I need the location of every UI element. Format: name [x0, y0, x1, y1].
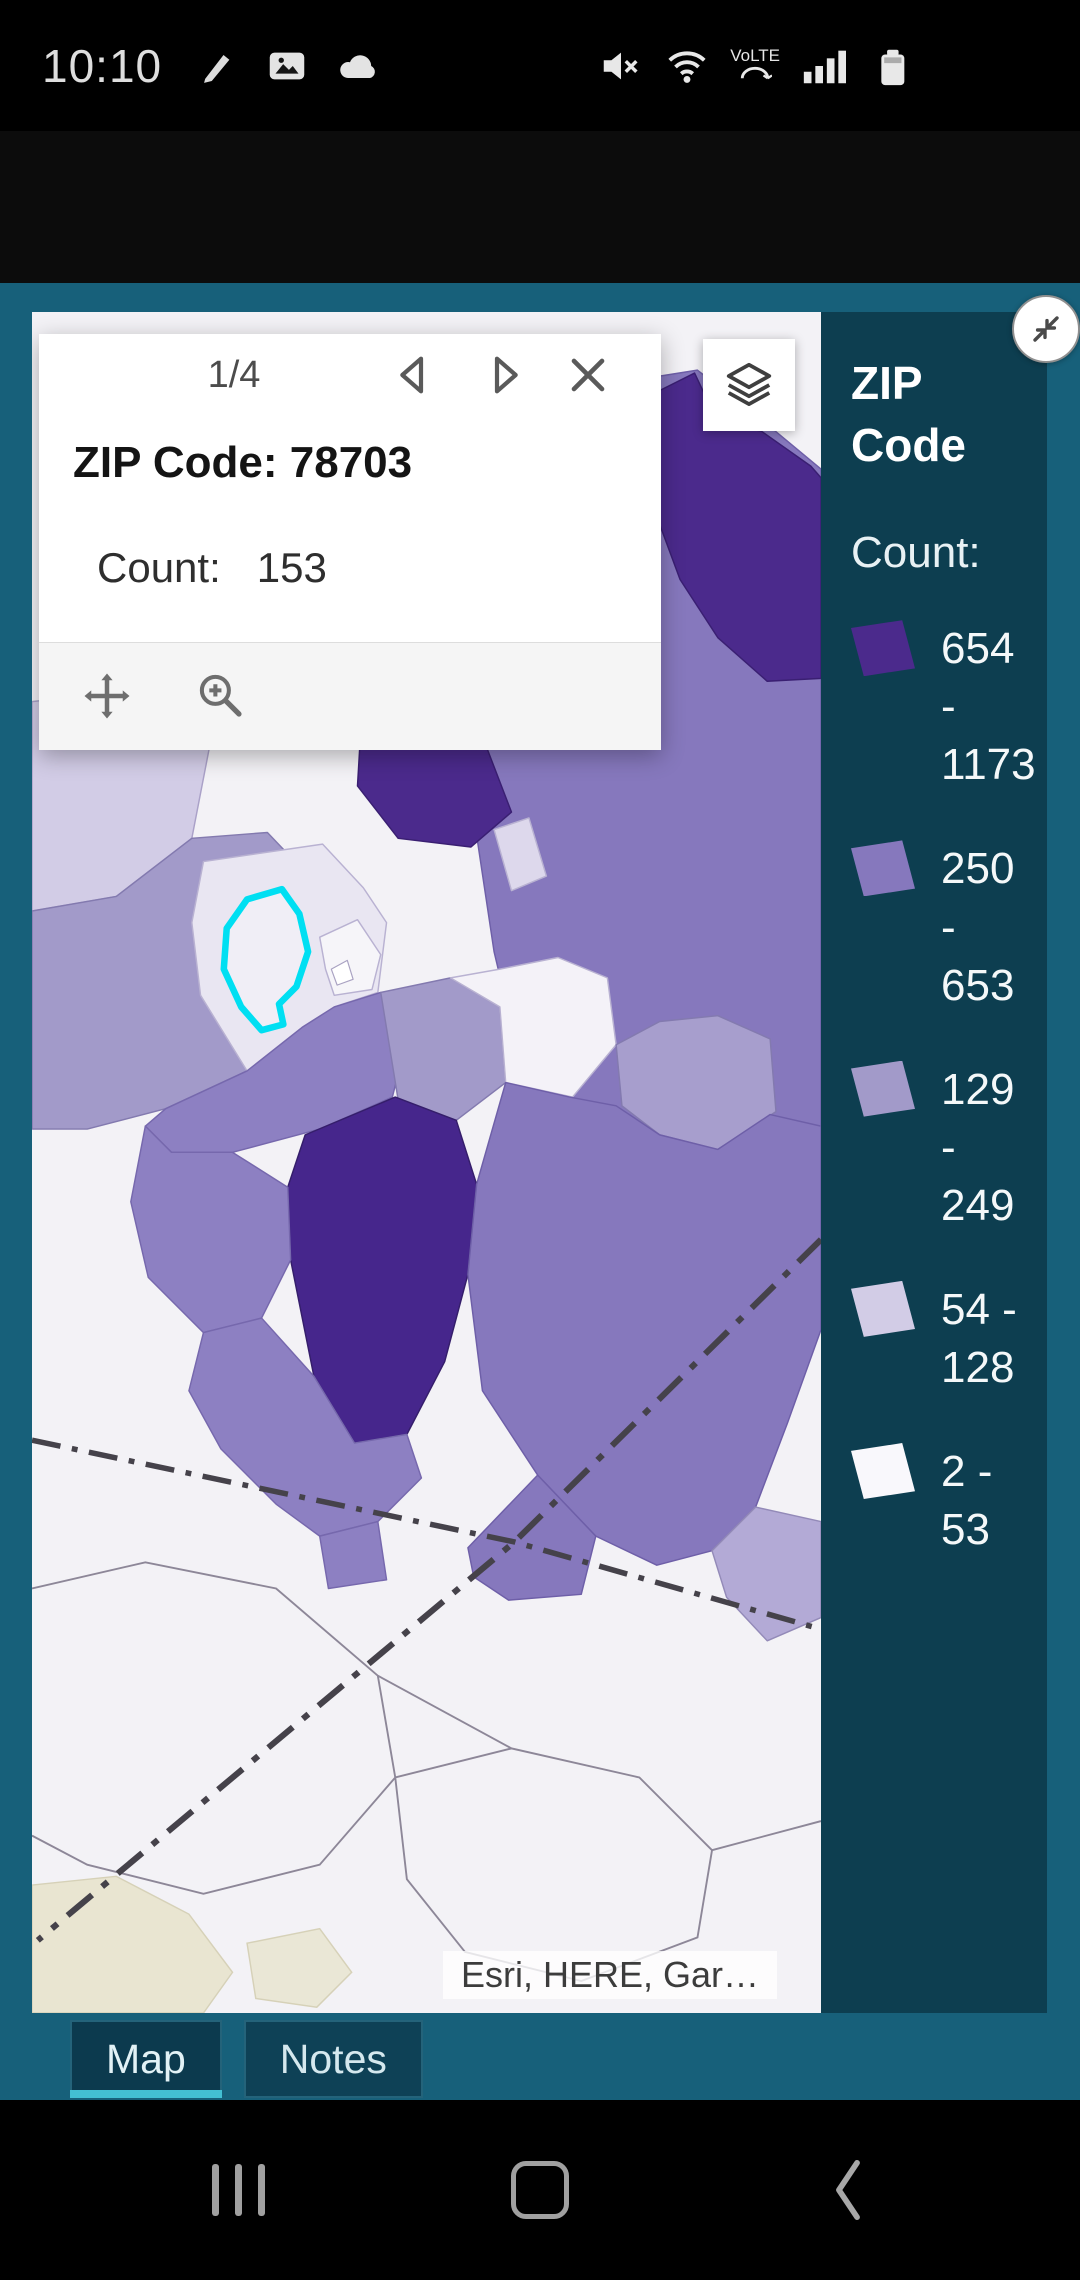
next-arrow-icon [494, 356, 518, 394]
popup-count-row: Count: 153 [97, 544, 661, 592]
selected-zip-polygon[interactable] [220, 885, 312, 1034]
legend-field-label: Count: [851, 528, 981, 578]
legend-panel: ZIP Code Count: 654 - 1173 250 - 653 129… [821, 312, 1047, 2013]
previous-feature-button[interactable] [386, 347, 442, 403]
legend-row: 54 - 128 [851, 1280, 1029, 1397]
web-content: Esri, HERE, Gar… 1/4 [0, 283, 1080, 2100]
popup-pager: 1/4 [207, 354, 261, 396]
zip-polygon [493, 817, 548, 892]
zoom-to-feature-button[interactable] [193, 669, 249, 725]
legend-swatch [851, 1060, 915, 1117]
status-bar: 10:10 VoLTE [0, 0, 1080, 131]
gallery-icon [269, 52, 305, 79]
stylus-icon [204, 54, 230, 83]
notification-icons [196, 42, 382, 90]
cloud-icon [340, 54, 375, 78]
tab-notes-label: Notes [279, 2035, 387, 2082]
zip-polygon [467, 1081, 821, 1566]
count-label: Count: [97, 544, 221, 591]
zip-polygon [615, 1014, 777, 1151]
zip-polygon [711, 1506, 821, 1642]
layers-button[interactable] [703, 339, 795, 431]
popup-close-icon[interactable] [560, 347, 616, 403]
legend-swatch [851, 1443, 915, 1500]
mute-icon [603, 52, 638, 79]
legend-swatch [851, 840, 915, 897]
tab-notes[interactable]: Notes [243, 2020, 423, 2098]
wifi-icon [668, 50, 706, 83]
signal-icon [803, 50, 846, 83]
legend-label: 54 - 128 [941, 1284, 1017, 1392]
legend-row: 654 - 1173 [851, 620, 1036, 794]
legend-row: 2 - 53 [851, 1443, 1029, 1559]
map-attribution: Esri, HERE, Gar… [443, 1951, 778, 1999]
popup-body: ZIP Code: 78703 Count: 153 [39, 438, 661, 642]
zip-polygon [188, 1317, 423, 1537]
layers-icon [726, 362, 772, 407]
legend-swatch [851, 620, 915, 677]
tab-map[interactable]: Map [70, 2020, 222, 2098]
collapse-icon [1033, 316, 1059, 342]
recents-icon [211, 2164, 265, 2216]
home-button[interactable] [480, 2100, 600, 2280]
legend-label: 250 - 653 [941, 844, 1015, 1010]
legend-label: 129 - 249 [941, 1064, 1015, 1230]
park-areas [32, 1875, 353, 2013]
back-icon [836, 2159, 860, 2221]
legend-title: ZIP Code [851, 357, 966, 472]
county-boundaries [32, 1561, 821, 1983]
tab-bar: Map Notes [70, 2020, 423, 2098]
clock: 10:10 [42, 39, 163, 92]
zoom-in-icon [199, 674, 242, 717]
battery-icon [881, 49, 905, 85]
active-tab-underline [70, 2090, 222, 2098]
legend-row: 250 - 653 [851, 840, 1029, 1014]
android-nav-bar [0, 2100, 1080, 2280]
pan-icon [84, 673, 130, 718]
legend-swatch [851, 1280, 915, 1337]
popup-title: ZIP Code: 78703 [73, 438, 413, 487]
pan-to-feature-button[interactable] [79, 669, 135, 725]
home-icon [511, 2161, 569, 2219]
feature-popup: 1/4 ZIP Code: 78703 Count: 153 [39, 334, 661, 750]
next-feature-button[interactable] [476, 347, 532, 403]
popup-header: 1/4 [39, 334, 661, 416]
system-status-icons: VoLTE [598, 0, 912, 131]
tab-map-label: Map [106, 2035, 186, 2082]
zip-polygon [330, 959, 354, 986]
browser-toolbar: austin.maps.arcgis.com [0, 131, 1080, 384]
legend-rows: 654 - 1173 250 - 653 129 - 249 54 - 128 … [851, 620, 1036, 1559]
railroad-lines [32, 1237, 821, 1943]
popup-toolbar [39, 642, 661, 750]
map-canvas[interactable]: Esri, HERE, Gar… 1/4 [32, 312, 821, 2013]
legend-row: 129 - 249 [851, 1060, 1029, 1235]
back-button[interactable] [788, 2100, 908, 2280]
zip-polygon [130, 1125, 292, 1334]
legend-label: 2 - 53 [941, 1447, 993, 1555]
previous-arrow-icon [400, 356, 424, 394]
zip-polygon [318, 1520, 388, 1590]
recents-button[interactable] [178, 2100, 298, 2280]
legend-label: 654 - 1173 [941, 624, 1036, 790]
collapse-button[interactable] [1012, 295, 1080, 363]
count-value: 153 [256, 544, 327, 591]
volte-icon: VoLTE [730, 47, 780, 84]
